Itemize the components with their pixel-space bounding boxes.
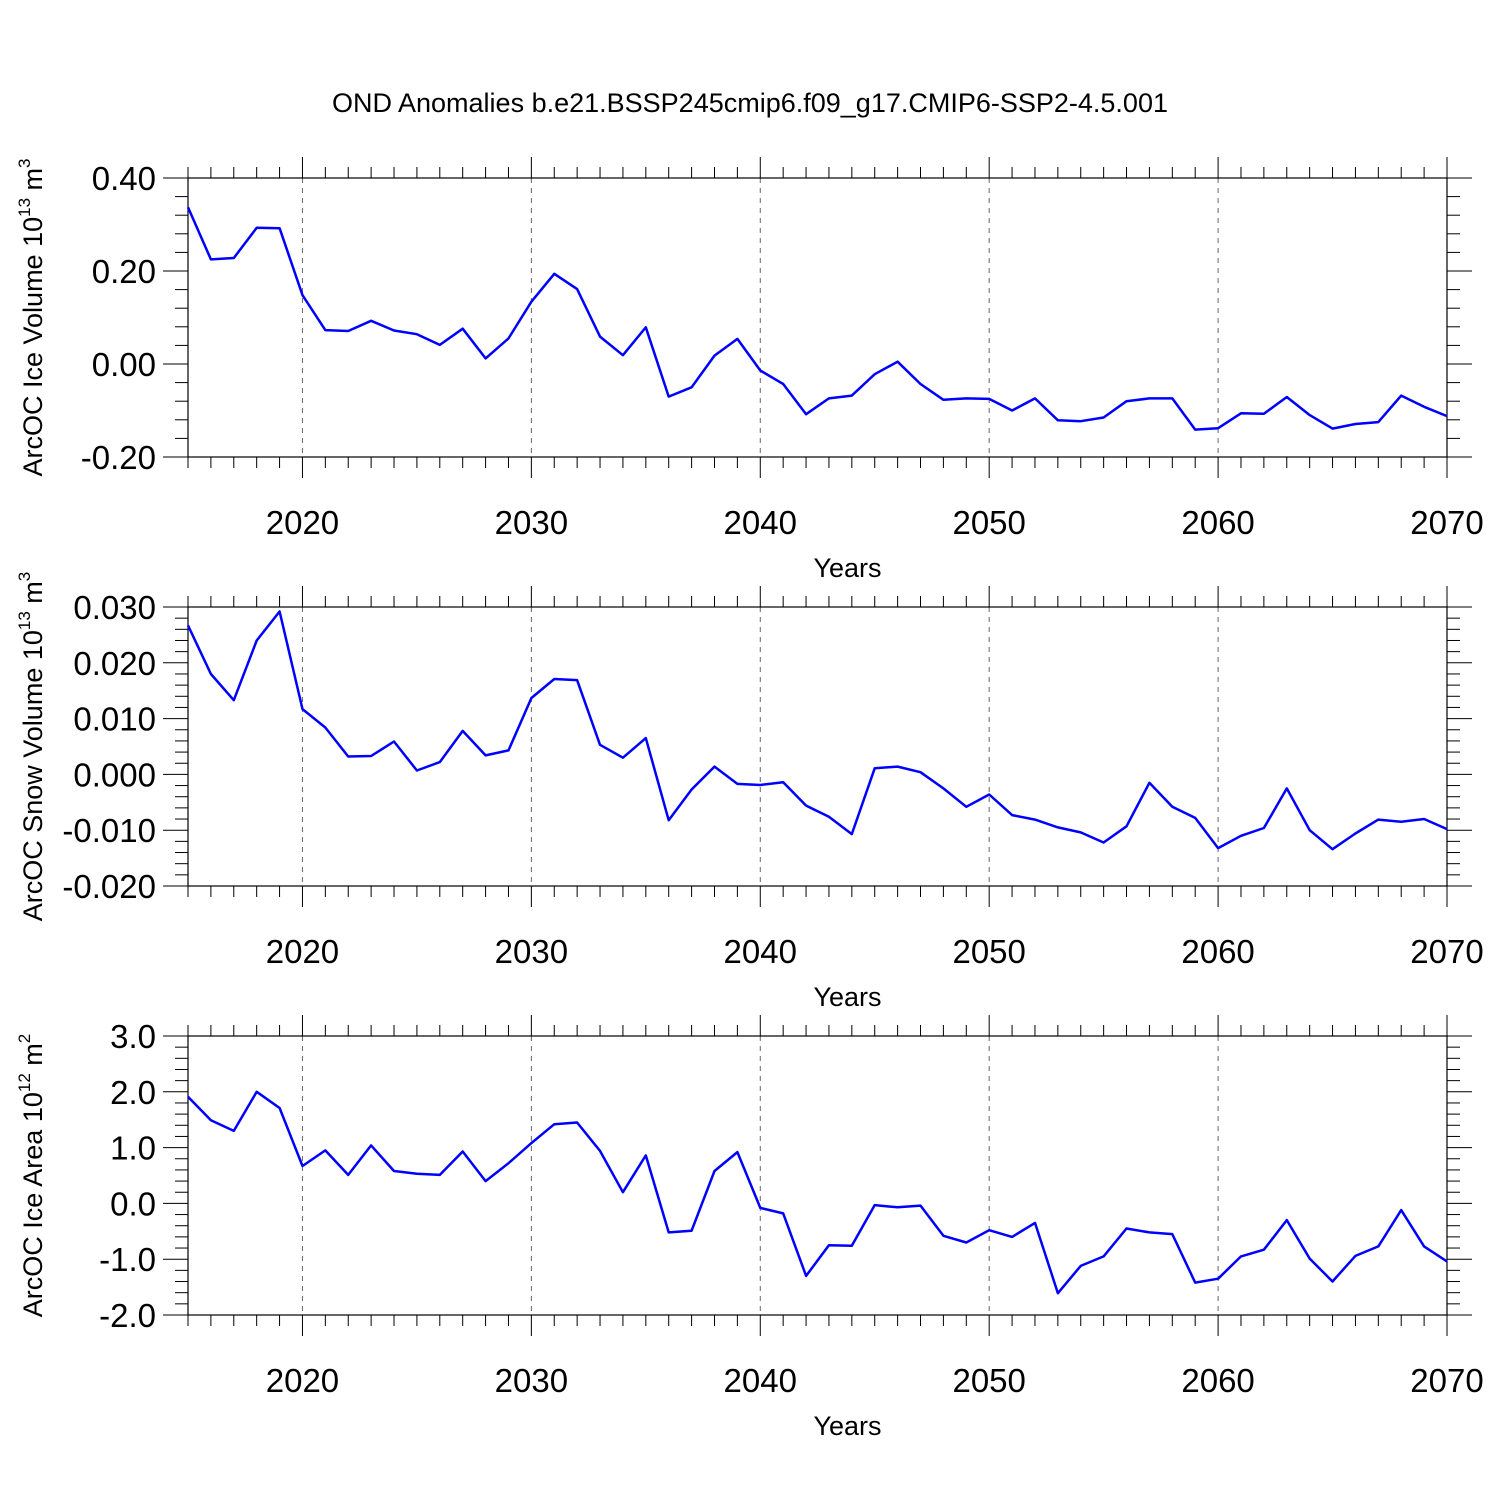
y-tick-label: 0.0 <box>110 1185 156 1222</box>
x-axis-title: Years <box>813 1411 881 1441</box>
x-tick-label: 2040 <box>724 1362 797 1399</box>
x-tick-label: 2070 <box>1410 1362 1483 1399</box>
y-tick-label: 0.000 <box>73 756 156 793</box>
y-axis-title: ArcOC Snow Volume 1013 m3 <box>15 572 48 922</box>
x-axis-title: Years <box>813 553 881 583</box>
plot-frame <box>187 606 1448 887</box>
y-axis-title-text: ArcOC Ice Area 10 <box>18 1092 48 1317</box>
y-tick-label: 1.0 <box>110 1130 156 1167</box>
x-tick-label: 2050 <box>952 933 1025 970</box>
y-tick-label: -0.20 <box>81 439 156 476</box>
series-line <box>187 1090 1448 1295</box>
x-tick-label: 2070 <box>1410 504 1483 541</box>
y-axis-title-unit-exponent: 3 <box>15 572 34 581</box>
y-axis-title-unit: m <box>18 1043 48 1073</box>
chart-panels: -0.20 0.00 0.20 0.40 2020 2030 2040 2050 2060 207… <box>15 157 1484 1441</box>
x-tick-label: 2030 <box>495 933 568 970</box>
y-tick-label: 0.20 <box>92 253 156 290</box>
x-tick-label: 2050 <box>952 1362 1025 1399</box>
chart-panel-ice-volume: -0.20 0.00 0.20 0.40 2020 2030 2040 2050 2060 207… <box>15 157 1484 583</box>
y-tick-label: 0.020 <box>73 645 156 682</box>
y-axis-title: ArcOC Ice Area 1012 m2 <box>15 1034 48 1318</box>
y-axis-title-exponent: 13 <box>15 611 34 630</box>
y-tick-label: -2.0 <box>99 1297 156 1334</box>
chart-panel-ice-area: -2.0 -1.0 0.0 1.0 2.0 3.0 2020 2030 2040 2050 2060… <box>15 1015 1484 1441</box>
y-tick-label: -0.020 <box>62 868 156 905</box>
y-axis-title-unit-exponent: 2 <box>15 1034 34 1043</box>
x-tick-label: 2060 <box>1181 504 1254 541</box>
y-tick-label: 0.00 <box>92 346 156 383</box>
y-axis-title-text: ArcOC Ice Volume 10 <box>18 217 48 477</box>
chart-panel-snow-volume: -0.020 -0.010 0.000 0.010 0.020 0.030 2020 2030… <box>15 572 1484 1012</box>
y-axis-title-unit-exponent: 3 <box>15 158 34 167</box>
y-tick-label: 0.010 <box>73 701 156 738</box>
x-tick-label: 2030 <box>495 504 568 541</box>
x-tick-label: 2020 <box>266 1362 339 1399</box>
y-tick-label: 2.0 <box>110 1074 156 1111</box>
x-tick-label: 2020 <box>266 504 339 541</box>
series-line <box>186 610 1448 851</box>
y-tick-label: -1.0 <box>99 1241 156 1278</box>
x-tick-label: 2020 <box>266 933 339 970</box>
chart-title: OND Anomalies b.e21.BSSP245cmip6.f09_g17… <box>332 88 1168 118</box>
x-tick-label: 2030 <box>495 1362 568 1399</box>
y-tick-label: 0.40 <box>92 160 156 197</box>
x-tick-label: 2040 <box>724 504 797 541</box>
x-axis-title: Years <box>813 982 881 1012</box>
y-tick-label: 0.030 <box>73 589 156 626</box>
y-axis-title-exponent: 12 <box>15 1073 34 1092</box>
y-axis-title-text: ArcOC Snow Volume 10 <box>18 630 48 921</box>
y-axis-title-unit: m <box>18 581 48 611</box>
x-tick-label: 2050 <box>952 504 1025 541</box>
y-axis-title-unit: m <box>18 168 48 198</box>
y-axis-title: ArcOC Ice Volume 1013 m3 <box>15 158 48 476</box>
plot-frame <box>187 1035 1448 1316</box>
series-line <box>186 206 1448 431</box>
x-tick-label: 2060 <box>1181 1362 1254 1399</box>
x-tick-label: 2040 <box>724 933 797 970</box>
x-tick-label: 2060 <box>1181 933 1254 970</box>
y-axis-title-exponent: 13 <box>15 198 34 217</box>
y-tick-label: 3.0 <box>110 1018 156 1055</box>
y-tick-label: -0.010 <box>62 812 156 849</box>
plot-frame <box>187 177 1448 458</box>
x-tick-label: 2070 <box>1410 933 1483 970</box>
